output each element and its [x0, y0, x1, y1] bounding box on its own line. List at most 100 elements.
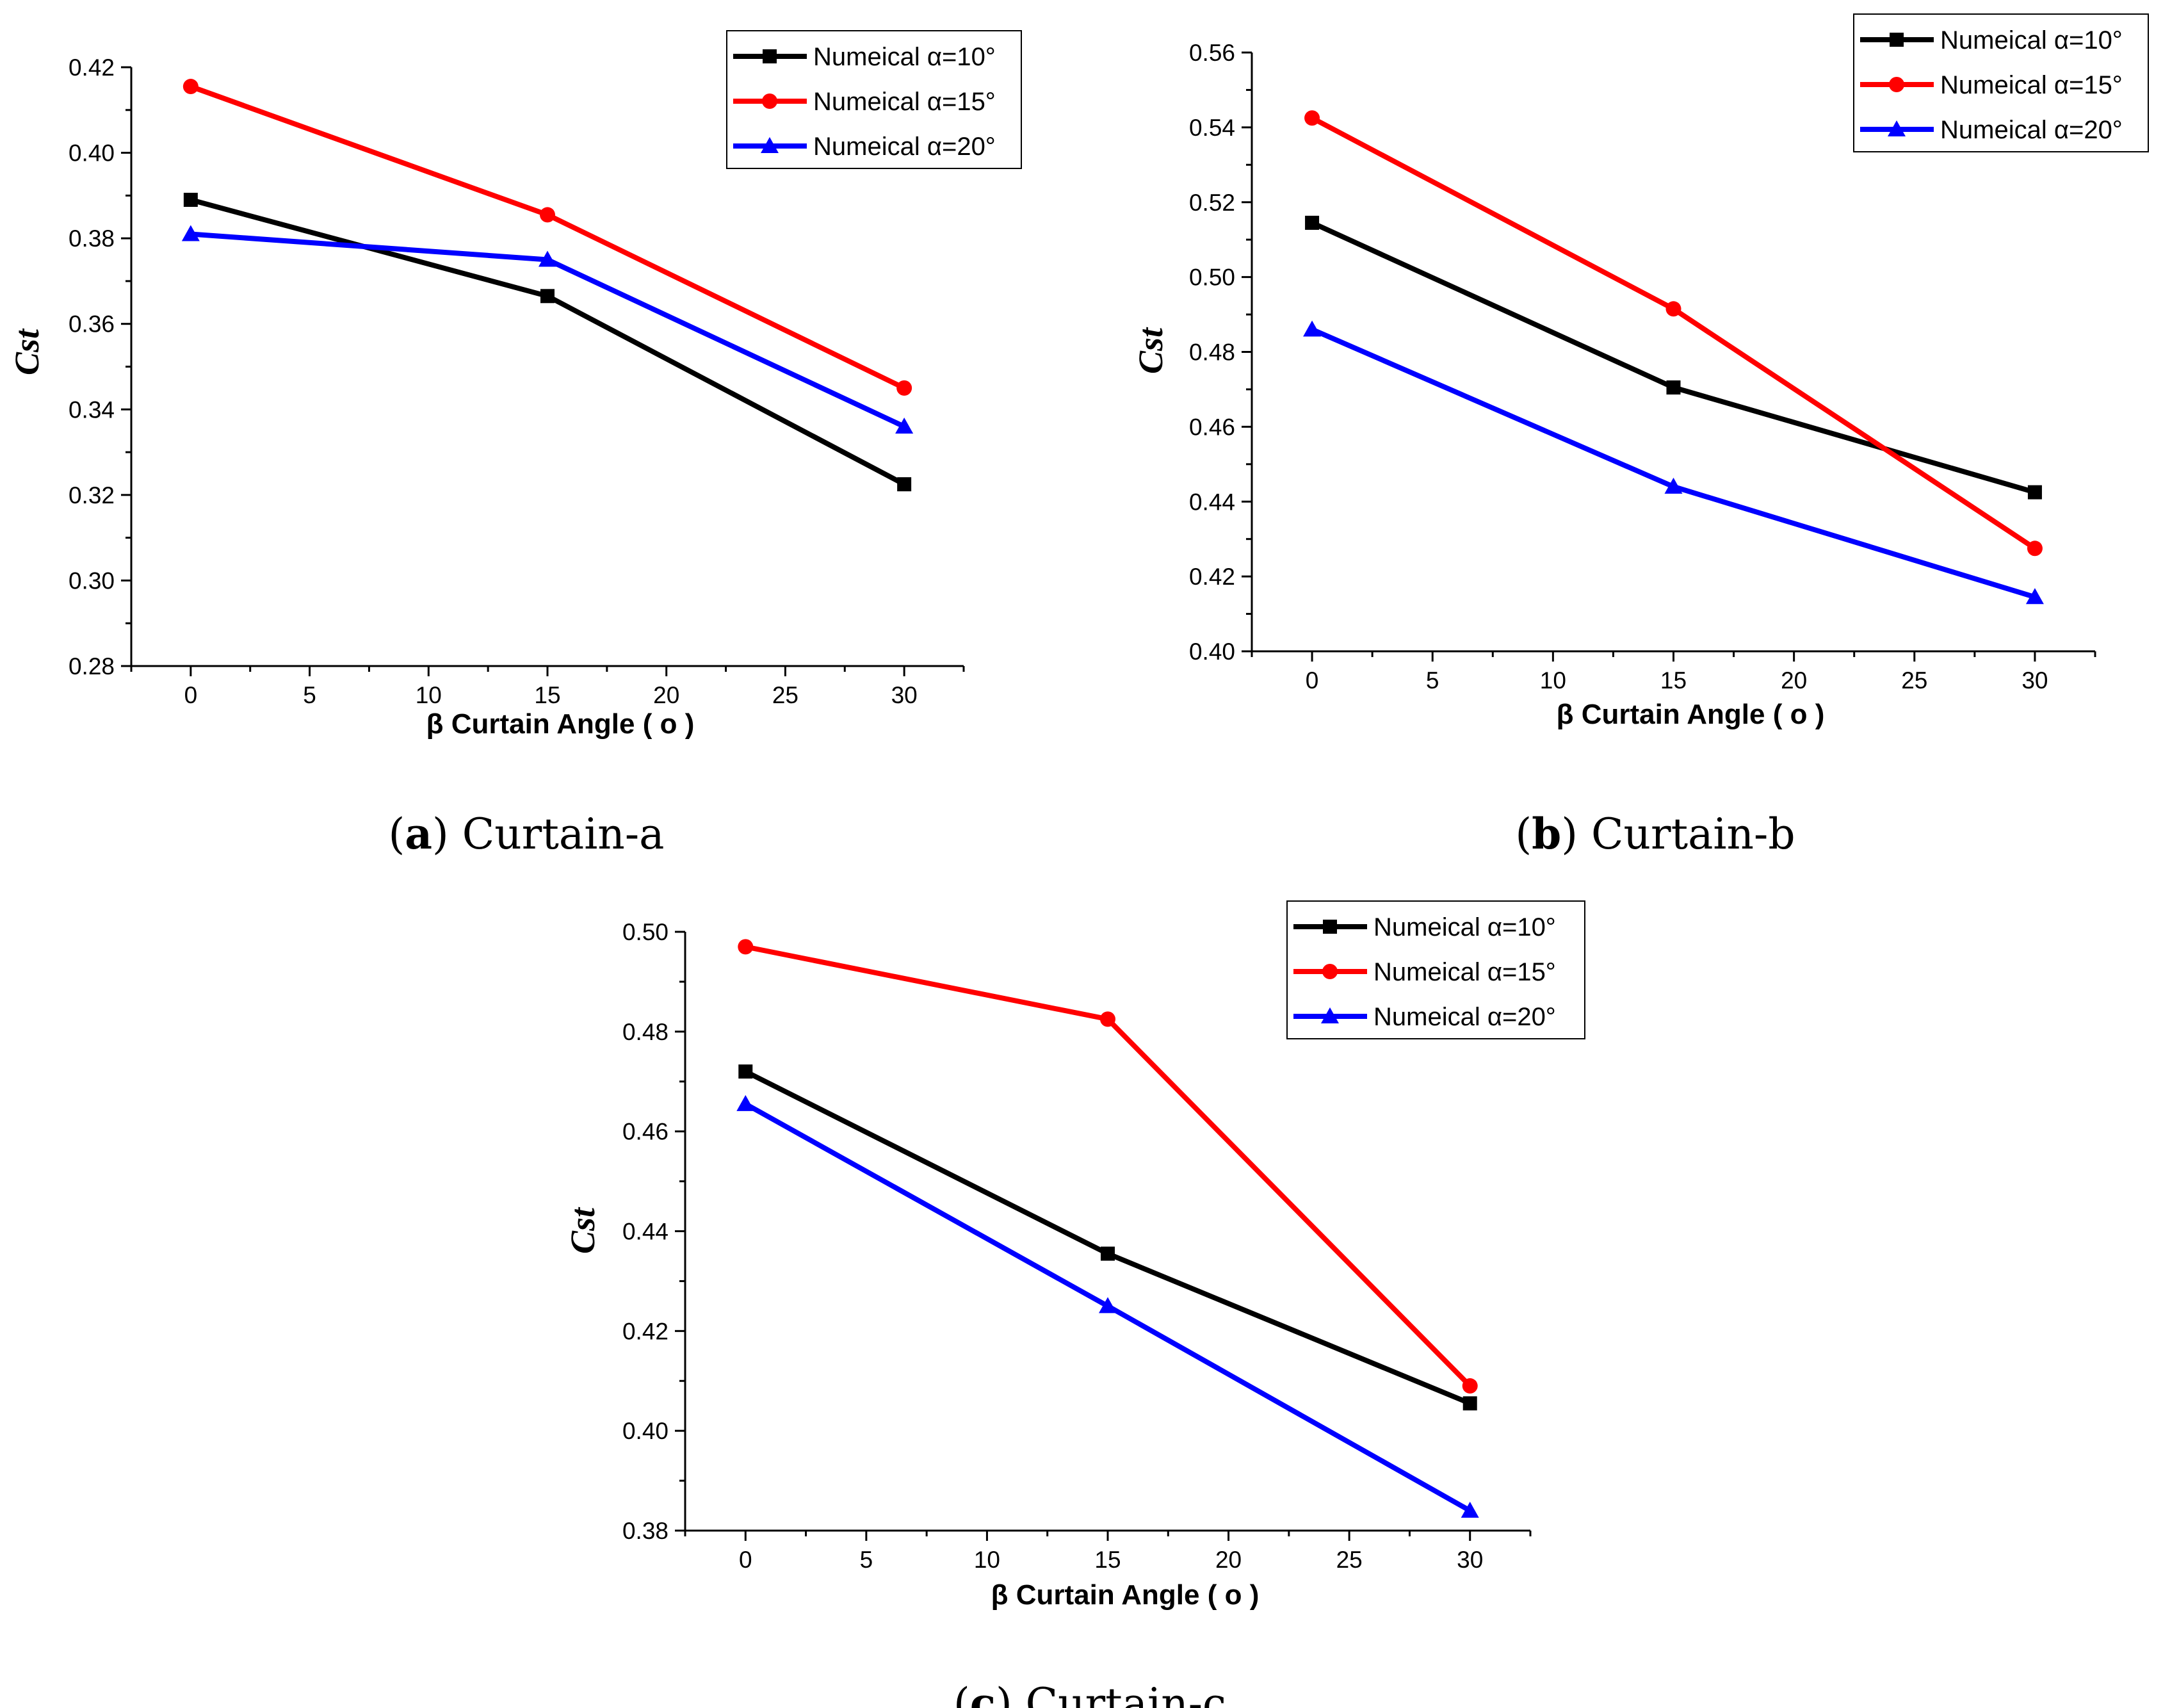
x-axis-title: β Curtain Angle ( o ): [991, 1579, 1260, 1611]
x-tick-label: 20: [653, 682, 679, 708]
panel-caption: (b) Curtain-b: [1515, 809, 1795, 859]
y-tick-label: 0.50: [622, 919, 668, 945]
y-axis-title: Cst: [563, 1207, 602, 1254]
y-tick-label: 0.38: [622, 1518, 668, 1544]
data-point-series-3: [1303, 320, 1322, 337]
data-point-series-3: [181, 225, 200, 241]
chart-panel-b: 0.40 0.42 0.44 0.46 0.48 0.50 0.52 0.54 0.56 0 5 10…: [1131, 13, 2149, 859]
x-tick-label: 5: [1426, 667, 1439, 694]
legend: Numeical α=10° Numeical α=15° Numeical α=2…: [1286, 900, 1585, 1039]
x-tick-label: 10: [416, 682, 442, 708]
legend-label-1: Numeical α=10°: [1373, 913, 1556, 941]
chart-panel-c: 0.38 0.40 0.42 0.44 0.46 0.48 0.50 0 5 10 15 20 25 30…: [563, 900, 1585, 1708]
legend-marker-2: [1322, 964, 1338, 979]
x-tick-label: 0: [739, 1547, 752, 1573]
y-tick-label: 0.48: [1189, 339, 1235, 366]
y-tick-label: 0.50: [1189, 264, 1235, 291]
y-tick-label: 0.42: [622, 1318, 668, 1344]
data-point-series-3: [1461, 1501, 1479, 1518]
x-tick-label: 0: [1306, 667, 1319, 694]
legend-marker-3: [761, 137, 779, 153]
data-point-series-2: [540, 207, 555, 223]
y-tick-label: 0.56: [1189, 40, 1235, 66]
data-point-series-2: [1462, 1378, 1478, 1394]
legend: Numeical α=10° Numeical α=15° Numeical α=2…: [1853, 13, 2149, 152]
y-tick-label: 0.34: [69, 396, 115, 423]
y-tick-label: 0.40: [69, 140, 115, 167]
legend-marker-3: [1888, 120, 1906, 136]
x-tick-label: 15: [534, 682, 560, 708]
y-tick-label: 0.36: [69, 311, 115, 338]
x-tick-label: 10: [974, 1547, 1000, 1573]
data-point-series-2: [896, 380, 912, 396]
y-tick-label: 0.42: [1189, 564, 1235, 590]
legend-label-1: Numeical α=10°: [1940, 26, 2123, 54]
x-axis-title: β Curtain Angle ( o ): [1557, 699, 1825, 730]
panel-caption: (c) Curtain-c: [953, 1679, 1226, 1708]
x-tick-label: 20: [1215, 1547, 1242, 1573]
y-axis-title: Cst: [1131, 327, 1170, 374]
data-point-series-3: [1099, 1297, 1117, 1314]
data-point-series-1: [738, 1064, 753, 1079]
y-tick-label: 0.46: [1189, 414, 1235, 440]
x-tick-label: 20: [1781, 667, 1807, 694]
legend-label-3: Numeical α=20°: [813, 133, 996, 161]
legend-label-3: Numeical α=20°: [1373, 1003, 1556, 1031]
data-point-series-1: [1462, 1396, 1477, 1411]
data-point-series-2: [1665, 301, 1681, 317]
y-tick-label: 0.28: [69, 653, 115, 679]
y-axis-title: Cst: [8, 328, 46, 375]
x-tick-label: 5: [303, 682, 316, 708]
chart-panel-a: 0.28 0.30 0.32 0.34 0.36 0.38 0.40 0.42 0 5 10 15 20…: [8, 30, 1022, 859]
x-tick-label: 25: [772, 682, 798, 708]
legend-marker-2: [1889, 77, 1904, 92]
y-tick-label: 0.46: [622, 1119, 668, 1145]
data-point-series-2: [1100, 1011, 1115, 1027]
legend-marker-1: [1890, 33, 1904, 47]
y-tick-label: 0.44: [622, 1219, 668, 1245]
data-point-series-2: [182, 79, 198, 95]
legend-marker-1: [1323, 920, 1337, 934]
x-axis-title: β Curtain Angle ( o ): [426, 708, 695, 740]
y-tick-label: 0.38: [69, 225, 115, 252]
x-tick-label: 30: [891, 682, 918, 708]
data-point-series-1: [1101, 1246, 1115, 1261]
data-point-series-3: [895, 418, 914, 434]
legend: Numeical α=10° Numeical α=15° Numeical α=2…: [726, 30, 1022, 169]
x-tick-label: 10: [1540, 667, 1566, 694]
data-point-series-3: [1664, 477, 1683, 494]
data-point-series-2: [2027, 541, 2043, 557]
legend-label-2: Numeical α=15°: [1940, 71, 2123, 99]
panel-caption: (a) Curtain-a: [389, 809, 665, 859]
x-tick-label: 30: [2021, 667, 2048, 694]
x-tick-label: 15: [1660, 667, 1687, 694]
data-point-series-1: [540, 289, 555, 304]
legend-label-2: Numeical α=15°: [813, 88, 996, 116]
y-tick-label: 0.42: [69, 54, 115, 81]
data-point-series-2: [738, 939, 754, 955]
y-tick-label: 0.30: [69, 567, 115, 594]
legend-marker-1: [763, 49, 777, 63]
data-point-series-3: [2025, 588, 2044, 605]
y-tick-label: 0.40: [622, 1418, 668, 1444]
x-tick-label: 25: [1336, 1547, 1363, 1573]
y-tick-label: 0.48: [622, 1019, 668, 1045]
data-point-series-3: [539, 250, 556, 267]
data-point-series-3: [736, 1094, 755, 1111]
x-tick-label: 25: [1901, 667, 1927, 694]
data-point-series-1: [183, 193, 198, 207]
x-tick-label: 5: [860, 1547, 873, 1573]
series-line-1: [744, 1069, 1471, 1406]
x-tick-label: 0: [184, 682, 198, 708]
x-tick-label: 30: [1457, 1547, 1483, 1573]
legend-label-2: Numeical α=15°: [1373, 958, 1556, 986]
y-tick-label: 0.54: [1189, 115, 1235, 141]
data-point-series-1: [1666, 380, 1681, 395]
legend-label-3: Numeical α=20°: [1940, 116, 2123, 144]
legend-marker-3: [1321, 1007, 1339, 1023]
x-tick-label: 15: [1094, 1547, 1121, 1573]
data-point-series-1: [2027, 485, 2042, 500]
legend-marker-2: [762, 94, 777, 109]
y-tick-label: 0.44: [1189, 489, 1235, 515]
legend-label-1: Numeical α=10°: [813, 43, 996, 71]
